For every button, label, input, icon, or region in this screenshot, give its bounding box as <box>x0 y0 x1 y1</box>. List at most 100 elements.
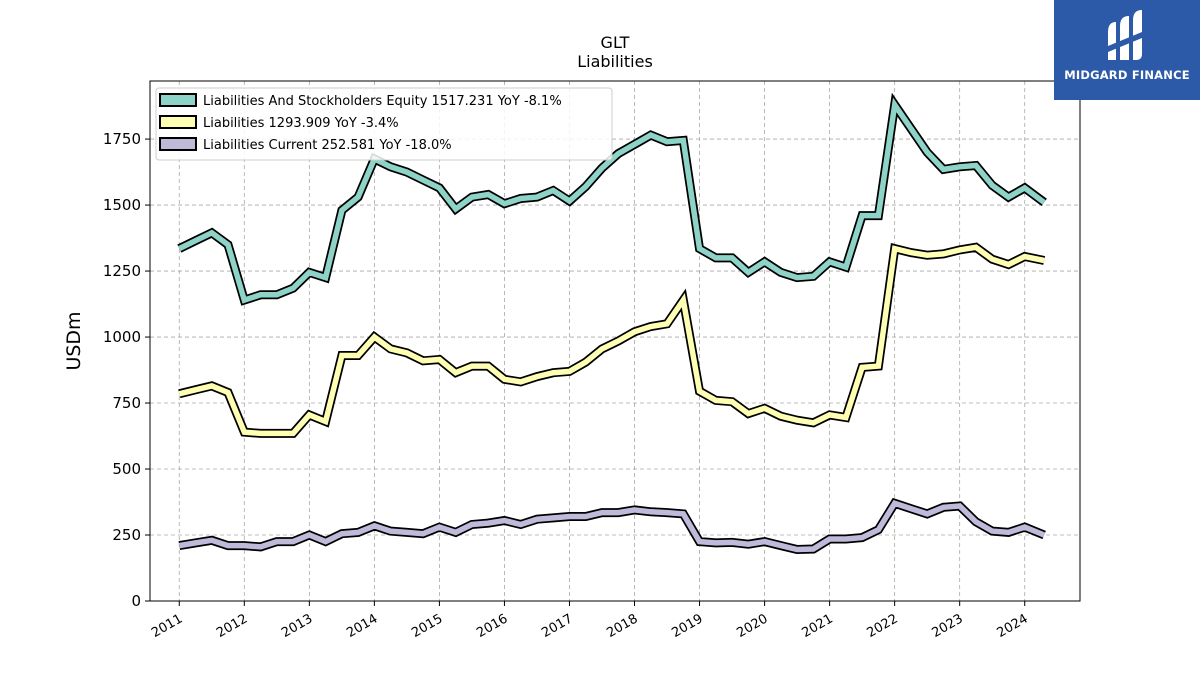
data-point <box>309 534 310 535</box>
x-tick-label: 2014 <box>344 611 380 641</box>
legend-box <box>155 87 613 161</box>
data-point <box>341 355 342 356</box>
data-point <box>618 153 619 154</box>
data-point <box>358 355 359 356</box>
data-point <box>455 208 456 209</box>
plot-frame <box>149 80 1081 602</box>
data-point <box>439 527 440 528</box>
data-point <box>813 422 814 423</box>
data-point <box>797 420 798 421</box>
data-point <box>569 516 570 517</box>
data-point <box>195 389 196 390</box>
data-point <box>992 185 993 186</box>
x-tick-label: 2013 <box>279 611 315 641</box>
data-point <box>699 248 700 249</box>
data-point <box>634 331 635 332</box>
data-point <box>520 381 521 382</box>
data-point <box>1044 202 1045 203</box>
data-point <box>325 277 326 278</box>
data-point <box>553 190 554 191</box>
data-point <box>585 186 586 187</box>
data-point <box>780 272 781 273</box>
data-point <box>406 172 407 173</box>
data-point <box>423 179 424 180</box>
x-tick-label: 2021 <box>799 611 835 641</box>
data-point <box>179 393 180 394</box>
data-point <box>910 508 911 509</box>
data-point <box>764 261 765 262</box>
data-point <box>293 288 294 289</box>
data-point <box>699 541 700 542</box>
legend: Liabilities And Stockholders Equity 1517… <box>155 87 613 161</box>
data-point <box>471 524 472 525</box>
data-point <box>358 197 359 198</box>
data-point <box>780 545 781 546</box>
data-point <box>1008 264 1009 265</box>
data-point <box>650 135 651 136</box>
data-point <box>423 360 424 361</box>
data-point <box>943 253 944 254</box>
x-axis: 2011 2012 2013 2014 2015 2016 2017 2018 2019 2020… <box>149 601 1031 641</box>
data-point <box>748 413 749 414</box>
data-point <box>1044 534 1045 535</box>
data-point <box>455 532 456 533</box>
y-tick-label: 1500 <box>103 196 141 214</box>
data-point <box>732 542 733 543</box>
data-point <box>536 197 537 198</box>
data-point <box>374 525 375 526</box>
series-line <box>178 244 1045 437</box>
series-1 <box>177 92 1047 306</box>
data-point <box>910 252 911 253</box>
data-point <box>813 548 814 549</box>
data-point <box>390 348 391 349</box>
data-point <box>894 248 895 249</box>
data-point <box>943 169 944 170</box>
data-point <box>179 248 180 249</box>
data-point <box>260 433 261 434</box>
x-tick-label: 2019 <box>669 611 705 641</box>
data-point <box>748 272 749 273</box>
data-point <box>488 194 489 195</box>
data-point <box>553 517 554 518</box>
data-point <box>244 545 245 546</box>
data-point <box>309 272 310 273</box>
data-point <box>244 432 245 433</box>
data-point <box>471 366 472 367</box>
data-point <box>845 267 846 268</box>
data-point <box>293 541 294 542</box>
data-point <box>488 366 489 367</box>
y-tick-label: 1750 <box>103 130 141 148</box>
data-point <box>536 376 537 377</box>
y-tick-label: 0 <box>131 592 141 610</box>
data-point <box>959 505 960 506</box>
data-point <box>862 215 863 216</box>
data-point <box>764 408 765 409</box>
data-point <box>683 513 684 514</box>
data-point <box>406 532 407 533</box>
data-point <box>683 300 684 301</box>
data-point <box>1008 197 1009 198</box>
series-layer <box>177 92 1047 555</box>
data-point <box>423 533 424 534</box>
data-point <box>585 362 586 363</box>
data-point <box>341 533 342 534</box>
y-tick-label: 750 <box>112 394 141 412</box>
data-point <box>975 521 976 522</box>
data-point <box>748 544 749 545</box>
data-point <box>764 541 765 542</box>
data-point <box>975 247 976 248</box>
brand-logo: MIDGARD FINANCE <box>1054 0 1200 100</box>
data-point <box>520 198 521 199</box>
chart-subtitle: Liabilities <box>577 52 653 71</box>
y-tick-label: 250 <box>112 526 141 544</box>
x-tick-label: 2012 <box>214 611 250 641</box>
data-point <box>992 531 993 532</box>
legend-entry: Liabilities And Stockholders Equity 1517… <box>203 94 562 109</box>
data-point <box>325 421 326 422</box>
legend-swatch <box>159 137 197 151</box>
data-point <box>211 540 212 541</box>
data-point <box>406 352 407 353</box>
data-point <box>195 240 196 241</box>
data-point <box>845 538 846 539</box>
